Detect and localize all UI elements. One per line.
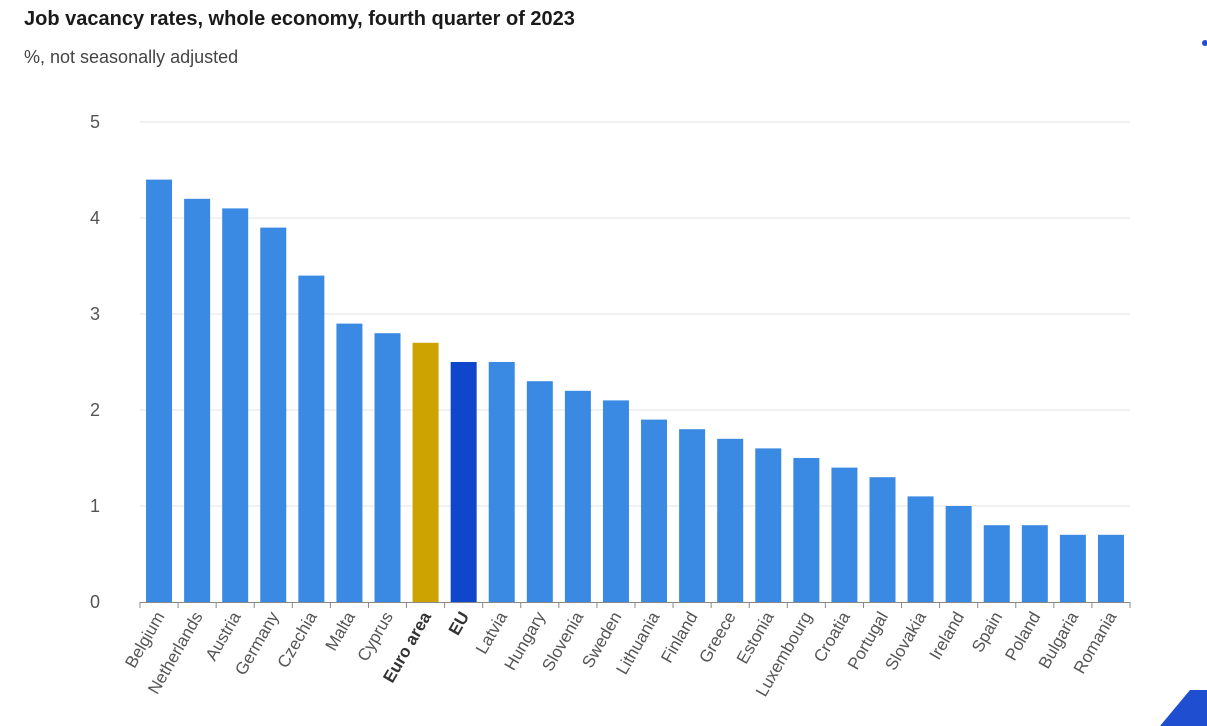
bar-czechia[interactable] — [298, 275, 325, 602]
bar-spain[interactable] — [983, 525, 1010, 602]
x-tick-label: Ireland — [926, 609, 968, 664]
bar-romania[interactable] — [1097, 534, 1124, 602]
bar-euro-area[interactable] — [412, 342, 439, 602]
bar-bulgaria[interactable] — [1059, 534, 1086, 602]
x-tick-label: EU — [445, 609, 473, 639]
bar-greece[interactable] — [717, 438, 744, 602]
bar-luxembourg[interactable] — [793, 458, 820, 602]
y-tick-label: 3 — [90, 304, 100, 324]
chart-title: Job vacancy rates, whole economy, fourth… — [24, 8, 575, 30]
y-tick-label: 0 — [90, 592, 100, 612]
bar-belgium[interactable] — [146, 179, 173, 602]
bar-slovenia[interactable] — [564, 390, 591, 602]
bar-hungary[interactable] — [526, 381, 553, 602]
bar-finland[interactable] — [679, 429, 706, 602]
x-tick-label: Spain — [968, 608, 1006, 655]
bar-ireland[interactable] — [945, 506, 972, 602]
y-tick-label: 1 — [90, 496, 100, 516]
corner-logo-shape — [1150, 680, 1207, 726]
bar-eu[interactable] — [450, 362, 477, 602]
bar-croatia[interactable] — [831, 467, 858, 602]
bar-portugal[interactable] — [869, 477, 896, 602]
x-tick-label: Malta — [322, 608, 360, 654]
corner-dot-icon — [1202, 40, 1207, 46]
bar-lithuania[interactable] — [641, 419, 668, 602]
y-axis-labels: 0 1 2 3 4 5 — [90, 112, 100, 612]
bar-cyprus[interactable] — [374, 333, 401, 602]
chart-subtitle: %, not seasonally adjusted — [24, 47, 239, 67]
x-axis — [139, 602, 1131, 608]
bar-estonia[interactable] — [755, 448, 782, 602]
bar-netherlands[interactable] — [184, 198, 211, 603]
y-tick-label: 2 — [90, 400, 100, 420]
x-tick-label: Latvia — [472, 608, 511, 657]
bar-slovakia[interactable] — [907, 496, 934, 602]
y-tick-label: 5 — [90, 112, 100, 132]
bar-austria[interactable] — [222, 208, 249, 602]
bar-latvia[interactable] — [488, 362, 515, 602]
bar-poland[interactable] — [1021, 525, 1048, 602]
bars — [146, 179, 1124, 603]
y-tick-label: 4 — [90, 208, 100, 228]
bar-malta[interactable] — [336, 323, 363, 602]
bar-germany[interactable] — [260, 227, 287, 602]
bar-sweden[interactable] — [602, 400, 629, 602]
grid-lines — [140, 121, 1130, 507]
